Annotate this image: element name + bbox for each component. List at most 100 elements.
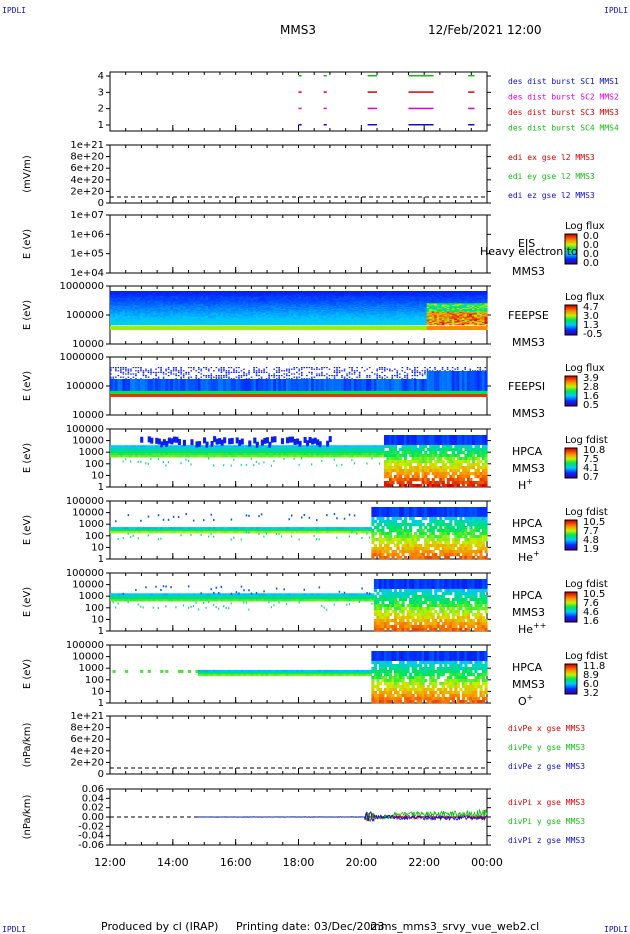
spectro-cell <box>110 296 114 298</box>
spectro-cell <box>117 313 121 315</box>
spectro-cell <box>223 315 227 317</box>
spectro-cell <box>137 308 141 311</box>
spectro-cell <box>258 312 262 314</box>
spectro-cell <box>135 320 139 322</box>
spectro-cell <box>162 304 166 306</box>
spectro-cell <box>127 320 131 322</box>
spectro-cell <box>155 305 159 307</box>
spectro-cell <box>406 291 410 293</box>
spectro-cell <box>152 312 156 314</box>
spectro-cell <box>150 314 154 316</box>
spectro-cell <box>167 321 171 323</box>
spectro-cell <box>132 310 136 313</box>
spectro-cell <box>306 296 310 298</box>
spectro-cell <box>240 291 244 293</box>
spectro-cell <box>197 317 202 319</box>
spectro-cell <box>316 302 320 304</box>
spectro-cell <box>326 305 330 307</box>
spectro-cell <box>290 296 295 298</box>
spectro-cell <box>190 319 194 321</box>
spectro-cell <box>162 316 166 318</box>
spectro-cell <box>170 323 174 325</box>
spectro-cell <box>260 305 264 307</box>
spectro-cell <box>117 317 121 319</box>
spectro-cell <box>388 300 393 302</box>
spectro-cell <box>115 305 119 307</box>
spectro-cell <box>270 309 274 312</box>
spectro-cell <box>323 294 327 296</box>
spectro-cell <box>165 316 169 318</box>
spectro-cell <box>288 320 292 322</box>
spectro-cell <box>197 307 202 309</box>
spectro-cell <box>175 302 179 304</box>
spectro-cell <box>273 312 277 314</box>
spectro-cell <box>303 291 307 294</box>
spectro-cell <box>230 315 234 317</box>
spectro-cell <box>182 309 186 312</box>
spectro-cell <box>157 302 161 304</box>
spectro-cell <box>238 320 242 322</box>
panel-frame <box>109 71 488 132</box>
spectro-cell <box>220 324 224 326</box>
spectro-cell <box>353 312 357 314</box>
spectro-cell <box>283 319 287 321</box>
spectro-cell <box>270 302 274 304</box>
spectro-cell <box>177 314 181 316</box>
spectro-cell <box>318 307 322 309</box>
spectro-cell <box>341 314 345 316</box>
spectro-cell <box>316 315 320 317</box>
spectro-cell <box>404 309 408 312</box>
spectro-cell <box>172 301 176 303</box>
spectro-cell <box>233 291 237 293</box>
spectro-cell <box>197 305 202 307</box>
spectro-cell <box>152 291 156 294</box>
spectro-cell <box>223 295 227 297</box>
spectro-cell <box>396 292 400 295</box>
spectro-cell <box>311 300 315 302</box>
spectro-cell <box>182 295 186 297</box>
spectro-cell <box>406 297 410 299</box>
spectro-cell <box>404 308 408 310</box>
spectro-cell <box>366 296 370 298</box>
spectro-cell <box>288 304 292 306</box>
spectro-cell <box>293 293 297 296</box>
spectro-cell <box>140 304 144 306</box>
spectro-cell <box>230 317 234 319</box>
spectro-cell <box>157 296 161 298</box>
spectro-cell <box>371 320 375 322</box>
spectro-cell <box>253 312 257 314</box>
spectro-cell <box>243 323 247 325</box>
spectro-cell <box>285 312 290 314</box>
spectro-cell <box>167 291 171 293</box>
spectro-cell <box>278 313 282 315</box>
spectro-cell <box>132 291 136 293</box>
colorbar-strip <box>565 306 577 308</box>
spectro-cell <box>228 319 232 321</box>
spectro-cell <box>308 309 312 312</box>
spectro-cell <box>152 315 156 317</box>
spectro-cell <box>120 296 124 298</box>
spectro-cell <box>137 310 141 313</box>
spectro-cell <box>401 308 405 310</box>
spectro-cell <box>318 301 322 303</box>
panel-frame <box>109 214 488 274</box>
spectro-cell <box>117 308 121 311</box>
spectro-cell <box>358 292 362 295</box>
spectro-cell <box>401 304 405 306</box>
spectro-cell <box>258 320 262 322</box>
spectro-cell <box>192 291 197 294</box>
spectro-cell <box>321 316 325 318</box>
spectro-cell <box>110 298 114 300</box>
spectro-cell <box>160 303 164 305</box>
spectro-cell <box>197 296 202 298</box>
spectro-cell <box>235 314 239 316</box>
spectro-cell <box>275 302 279 304</box>
spectro-cell <box>316 296 320 298</box>
spectro-cell <box>167 320 171 322</box>
spectro-cell <box>419 315 423 317</box>
spectro-cell <box>125 291 129 294</box>
spectro-cell <box>313 318 317 320</box>
spectro-cell <box>152 324 156 326</box>
spectro-cell <box>373 306 378 308</box>
spectro-cell <box>213 294 217 296</box>
